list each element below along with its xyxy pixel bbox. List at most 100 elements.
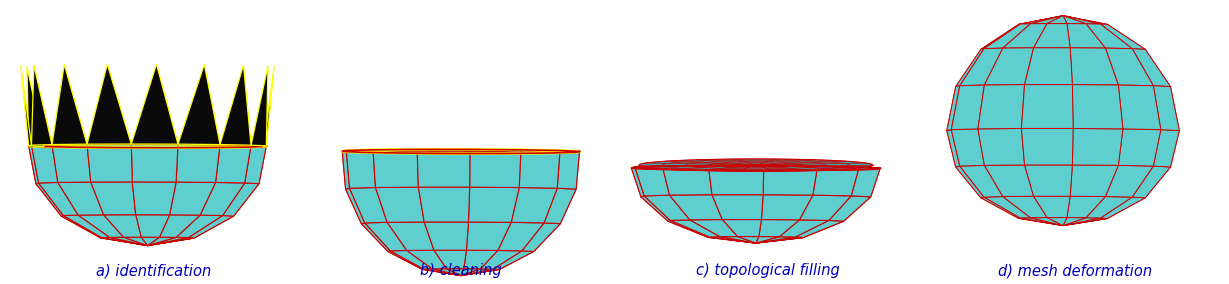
Polygon shape — [1142, 87, 1175, 132]
Polygon shape — [160, 185, 204, 218]
Polygon shape — [756, 237, 804, 243]
Polygon shape — [670, 220, 720, 237]
Polygon shape — [557, 189, 576, 224]
Polygon shape — [762, 195, 812, 220]
Polygon shape — [119, 239, 147, 246]
Polygon shape — [642, 196, 670, 221]
Polygon shape — [109, 237, 147, 246]
Polygon shape — [403, 191, 454, 225]
Polygon shape — [1070, 165, 1118, 197]
Polygon shape — [511, 187, 557, 223]
Polygon shape — [868, 168, 880, 198]
Polygon shape — [204, 147, 243, 185]
Polygon shape — [1021, 25, 1059, 51]
Polygon shape — [245, 145, 267, 184]
Polygon shape — [670, 195, 723, 220]
Polygon shape — [1105, 48, 1153, 86]
Polygon shape — [1079, 199, 1123, 219]
Polygon shape — [694, 170, 748, 199]
Polygon shape — [95, 217, 135, 239]
Polygon shape — [951, 129, 984, 166]
Polygon shape — [504, 153, 548, 191]
Polygon shape — [756, 237, 779, 243]
Polygon shape — [119, 185, 162, 218]
Polygon shape — [1030, 218, 1063, 225]
Polygon shape — [376, 187, 424, 222]
Polygon shape — [946, 87, 973, 131]
Polygon shape — [965, 131, 1008, 169]
Polygon shape — [38, 182, 79, 216]
Polygon shape — [345, 189, 377, 224]
Polygon shape — [27, 66, 44, 147]
Polygon shape — [1153, 86, 1180, 131]
Polygon shape — [87, 144, 133, 182]
Polygon shape — [1034, 24, 1070, 48]
Polygon shape — [91, 182, 135, 215]
Polygon shape — [1053, 133, 1105, 169]
Polygon shape — [756, 237, 804, 243]
Polygon shape — [36, 183, 64, 216]
Polygon shape — [458, 270, 476, 275]
Polygon shape — [102, 237, 147, 246]
Polygon shape — [28, 144, 267, 148]
Polygon shape — [965, 87, 1008, 132]
Polygon shape — [147, 238, 193, 246]
Polygon shape — [708, 166, 763, 195]
Polygon shape — [365, 222, 407, 251]
Polygon shape — [1063, 218, 1086, 225]
Polygon shape — [984, 165, 1034, 197]
Polygon shape — [1101, 88, 1148, 133]
Polygon shape — [756, 237, 795, 243]
Polygon shape — [1025, 48, 1073, 85]
Polygon shape — [231, 184, 259, 217]
Polygon shape — [795, 220, 844, 237]
Polygon shape — [58, 182, 103, 215]
Polygon shape — [488, 225, 535, 253]
Polygon shape — [1073, 85, 1123, 129]
Polygon shape — [1166, 87, 1180, 131]
Polygon shape — [956, 49, 994, 87]
Polygon shape — [683, 222, 732, 238]
Polygon shape — [1063, 16, 1086, 24]
Polygon shape — [573, 151, 579, 190]
Polygon shape — [461, 270, 499, 275]
Polygon shape — [162, 148, 208, 185]
Polygon shape — [1003, 132, 1053, 169]
Polygon shape — [960, 48, 1003, 86]
Polygon shape — [1019, 16, 1063, 25]
Polygon shape — [1019, 16, 1063, 24]
Polygon shape — [632, 167, 644, 197]
Polygon shape — [1021, 85, 1073, 128]
Polygon shape — [147, 239, 171, 246]
Polygon shape — [667, 221, 717, 238]
Polygon shape — [994, 25, 1040, 51]
Polygon shape — [713, 222, 753, 238]
Polygon shape — [748, 170, 804, 199]
Polygon shape — [237, 147, 263, 185]
Polygon shape — [519, 150, 560, 188]
Polygon shape — [799, 195, 852, 220]
Polygon shape — [709, 237, 756, 243]
Polygon shape — [956, 167, 994, 199]
Polygon shape — [377, 224, 424, 252]
Polygon shape — [417, 149, 469, 187]
Polygon shape — [1063, 16, 1100, 24]
Polygon shape — [467, 222, 511, 250]
Polygon shape — [1030, 16, 1063, 24]
Polygon shape — [981, 198, 1026, 219]
Polygon shape — [463, 250, 498, 269]
Polygon shape — [32, 145, 58, 183]
Polygon shape — [708, 237, 756, 243]
Polygon shape — [531, 224, 560, 252]
Polygon shape — [758, 220, 799, 237]
Polygon shape — [200, 182, 245, 216]
Polygon shape — [1026, 219, 1063, 225]
Polygon shape — [522, 223, 560, 251]
Polygon shape — [1063, 16, 1107, 24]
Polygon shape — [345, 188, 365, 224]
Polygon shape — [1067, 24, 1105, 48]
Polygon shape — [1059, 16, 1079, 25]
Polygon shape — [147, 237, 176, 246]
Polygon shape — [28, 146, 50, 184]
Polygon shape — [433, 269, 461, 275]
